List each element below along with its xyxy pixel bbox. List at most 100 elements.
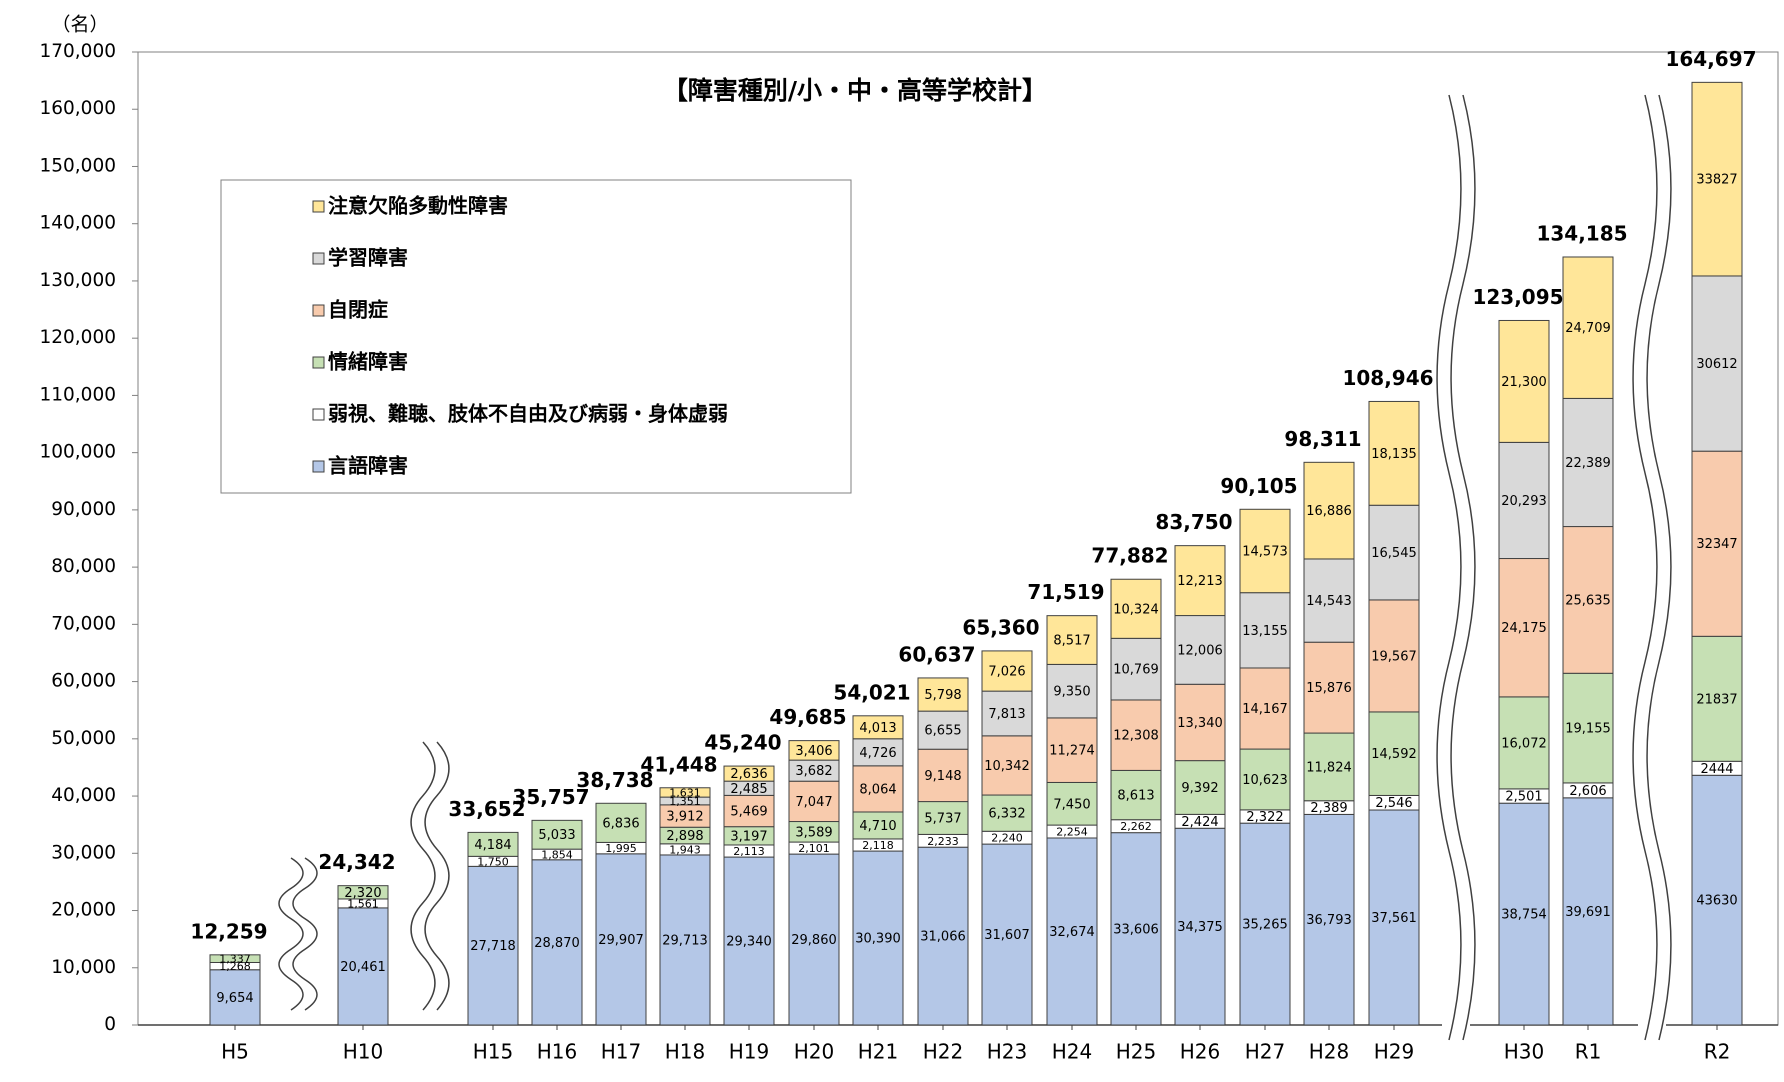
total-label: 123,095 bbox=[1472, 285, 1563, 309]
bar-segment bbox=[1110, 769, 1162, 821]
data-label: 14,167 bbox=[1242, 702, 1288, 717]
data-label: 10,342 bbox=[984, 759, 1030, 774]
bar-segment bbox=[788, 853, 840, 1026]
data-label: 12,213 bbox=[1177, 574, 1223, 589]
data-label: 2,320 bbox=[344, 886, 381, 901]
chart-title: 【障害種別/小・中・高等学校計】 bbox=[663, 76, 1047, 105]
data-label: 38,754 bbox=[1501, 908, 1547, 923]
data-label: 15,876 bbox=[1306, 681, 1352, 696]
data-label: 9,148 bbox=[924, 769, 961, 784]
data-label: 34,375 bbox=[1177, 920, 1223, 935]
data-label: 36,793 bbox=[1306, 913, 1352, 928]
data-label: 29,860 bbox=[791, 933, 837, 948]
data-label: 2,636 bbox=[730, 767, 767, 782]
data-label: 5,469 bbox=[730, 805, 767, 820]
total-label: 71,519 bbox=[1027, 580, 1104, 604]
legend-swatch bbox=[312, 356, 325, 369]
data-label: 24,175 bbox=[1501, 621, 1547, 636]
axis-break-line bbox=[1450, 94, 1476, 1041]
data-label: 32347 bbox=[1696, 537, 1737, 552]
data-label: 2444 bbox=[1700, 762, 1733, 777]
data-label: 2,254 bbox=[1056, 826, 1088, 839]
x-tick-label: R2 bbox=[1704, 1040, 1731, 1064]
legend-label: 情緒障害 bbox=[328, 350, 408, 374]
bar-segment bbox=[1046, 717, 1098, 783]
bar-segment bbox=[788, 780, 840, 823]
data-label: 3,406 bbox=[795, 744, 832, 759]
data-label: 8,613 bbox=[1117, 789, 1154, 804]
data-label: 2,546 bbox=[1375, 796, 1412, 811]
axis-break-bg bbox=[1442, 95, 1470, 1040]
bar-segment bbox=[659, 854, 711, 1026]
data-label: 3,682 bbox=[795, 764, 832, 779]
data-label: 6,655 bbox=[924, 724, 961, 739]
bar-segment bbox=[1368, 711, 1420, 796]
bar-segment bbox=[595, 853, 647, 1026]
bar-segment bbox=[1562, 256, 1614, 399]
total-label: 12,259 bbox=[190, 919, 267, 943]
data-label: 29,713 bbox=[662, 933, 708, 948]
bar-segment bbox=[595, 802, 647, 843]
axis-break-bg bbox=[416, 742, 444, 1010]
x-tick-label: H20 bbox=[794, 1040, 835, 1064]
data-label: 19,567 bbox=[1371, 649, 1417, 664]
total-label: 134,185 bbox=[1536, 221, 1627, 245]
data-label: 2,424 bbox=[1181, 815, 1218, 830]
bar-segment bbox=[723, 794, 775, 828]
bar-segment bbox=[1691, 635, 1743, 762]
bar-segment bbox=[1368, 504, 1420, 601]
data-label: 1,995 bbox=[605, 842, 637, 855]
legend-swatch bbox=[312, 252, 325, 265]
bar-segment bbox=[1303, 732, 1355, 802]
data-label: 28,870 bbox=[534, 936, 580, 951]
x-tick-label: H16 bbox=[537, 1040, 578, 1064]
total-label: 83,750 bbox=[1155, 510, 1232, 534]
bar-segment bbox=[1691, 275, 1743, 452]
data-label: 11,824 bbox=[1306, 760, 1352, 775]
x-tick-label: H23 bbox=[987, 1040, 1028, 1064]
data-label: 2,389 bbox=[1310, 801, 1347, 816]
data-label: 9,350 bbox=[1053, 685, 1090, 700]
data-label: 27,718 bbox=[470, 939, 516, 954]
bar-segment bbox=[1303, 813, 1355, 1026]
data-label: 16,545 bbox=[1371, 546, 1417, 561]
bar-segment bbox=[1239, 748, 1291, 811]
y-tick-label: 90,000 bbox=[51, 499, 116, 520]
data-label: 7,813 bbox=[988, 707, 1025, 722]
y-tick-label: 10,000 bbox=[51, 957, 116, 978]
data-label: 3,197 bbox=[730, 829, 767, 844]
legend-swatch bbox=[312, 200, 325, 213]
bar-segment bbox=[1498, 802, 1550, 1026]
legend bbox=[220, 179, 852, 494]
data-label: 30612 bbox=[1696, 357, 1737, 372]
data-label: 1,268 bbox=[219, 960, 251, 973]
total-label: 49,685 bbox=[769, 705, 846, 729]
axis-break-line bbox=[1646, 94, 1672, 1041]
bar-segment bbox=[1110, 637, 1162, 701]
data-label: 29,907 bbox=[598, 933, 644, 948]
x-tick-label: H29 bbox=[1374, 1040, 1415, 1064]
x-tick-label: H5 bbox=[221, 1040, 249, 1064]
data-label: 29,340 bbox=[726, 935, 772, 950]
x-tick-label: H28 bbox=[1309, 1040, 1350, 1064]
axis-break-line bbox=[292, 857, 318, 1011]
data-label: 13,340 bbox=[1177, 716, 1223, 731]
bar-segment bbox=[659, 787, 711, 798]
y-tick-label: 20,000 bbox=[51, 900, 116, 921]
data-label: 4,710 bbox=[859, 819, 896, 834]
data-label: 1,337 bbox=[219, 953, 251, 966]
y-tick-label: 140,000 bbox=[39, 213, 116, 234]
bar-segment bbox=[852, 765, 904, 813]
bar-segment bbox=[1046, 615, 1098, 665]
bar-segment bbox=[788, 740, 840, 761]
y-tick-label: 160,000 bbox=[39, 98, 116, 119]
bar-segment bbox=[1691, 774, 1743, 1026]
bar-segment bbox=[209, 969, 261, 1026]
bar-segment bbox=[1562, 397, 1614, 528]
axis-break-line bbox=[1632, 94, 1658, 1041]
data-label: 2,262 bbox=[1120, 820, 1152, 833]
bar-segment bbox=[1239, 822, 1291, 1026]
bar-segment bbox=[1498, 696, 1550, 790]
data-label: 16,886 bbox=[1306, 504, 1352, 519]
